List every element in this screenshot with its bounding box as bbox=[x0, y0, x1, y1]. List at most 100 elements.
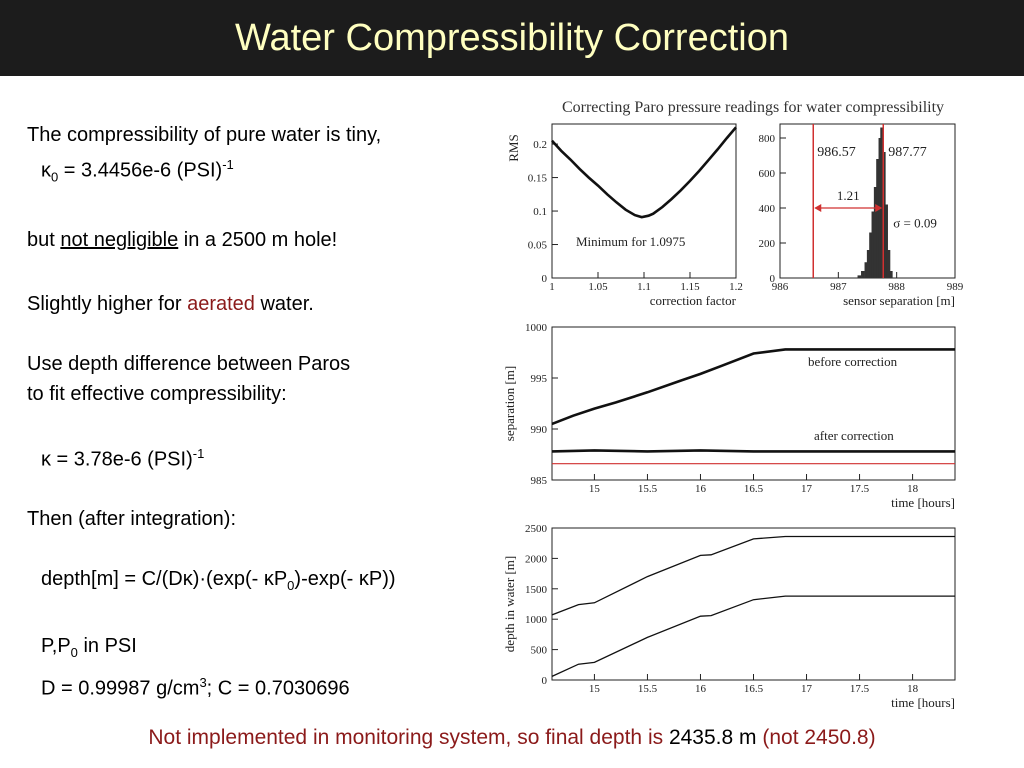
y-tick-label: 990 bbox=[531, 424, 548, 436]
x-axis-label: time [hours] bbox=[891, 495, 955, 510]
plot-frame bbox=[551, 527, 956, 681]
plot-frame bbox=[551, 123, 737, 279]
y-tick-label: 985 bbox=[531, 475, 548, 487]
y-axis-label: separation [m] bbox=[502, 366, 517, 441]
constants-exp: 3 bbox=[199, 675, 207, 691]
x-tick-label: 16.5 bbox=[744, 483, 764, 495]
separation-chart: 15 15.5 16 16.5 17 17.5 18 985 990 995 1000 time [h… bbox=[502, 322, 956, 510]
pp-line: P,P0 in PSI bbox=[27, 631, 497, 668]
arrow-head-right bbox=[875, 204, 883, 212]
text-line-5: Use depth difference between Paros bbox=[27, 352, 351, 375]
after-correction-line bbox=[551, 449, 955, 453]
footer-note: Not implemented in monitoring system, so… bbox=[0, 726, 1024, 750]
line4-part-a: Slightly higher for bbox=[27, 292, 188, 315]
x-tick-label: 15 bbox=[589, 683, 601, 695]
histogram-bar bbox=[857, 275, 862, 278]
slide-title: Water Compressibility Correction bbox=[235, 17, 789, 59]
pp-part-a: P,P bbox=[41, 635, 71, 658]
depth-formula-sub: 0 bbox=[287, 578, 295, 594]
depth-line-1 bbox=[551, 535, 955, 616]
y-axis-label: depth in water [m] bbox=[502, 556, 517, 652]
arrow-head-left bbox=[814, 204, 822, 212]
line4-red-word: aerated bbox=[187, 292, 255, 315]
text-line-6: to fit effective compressibility: bbox=[27, 382, 287, 405]
histogram-bar bbox=[861, 271, 865, 278]
constants-b: ; C = 0.7030696 bbox=[206, 677, 350, 700]
histogram-bar bbox=[886, 250, 891, 278]
histogram-bar bbox=[864, 262, 869, 278]
rms-chart: 1 1.05 1.1 1.15 1.2 0 0.05 0.1 0.15 0.2 correction… bbox=[506, 123, 743, 308]
line3-underlined: not negligible bbox=[60, 228, 179, 251]
arrow-label: 1.21 bbox=[837, 188, 860, 203]
x-tick-label: 17 bbox=[801, 683, 813, 695]
y-tick-label: 0 bbox=[542, 675, 548, 687]
text-block: The compressibility of pure water is tin… bbox=[27, 120, 497, 704]
text-line-4: Slightly higher for aerated water. bbox=[27, 289, 497, 319]
x-tick-label: 1.15 bbox=[680, 281, 700, 293]
x-tick-label: 986 bbox=[772, 281, 789, 293]
before-correction-label: before correction bbox=[808, 354, 898, 369]
footer-value: 2435.8 m bbox=[668, 726, 757, 749]
right-line-label: 987.77 bbox=[888, 145, 927, 160]
y-tick-label: 1000 bbox=[525, 322, 548, 334]
kappa-exponent: -1 bbox=[192, 445, 205, 461]
x-tick-label: 1 bbox=[549, 281, 555, 293]
x-tick-label: 17.5 bbox=[850, 483, 870, 495]
y-tick-label: 500 bbox=[531, 645, 548, 657]
x-tick-label: 17 bbox=[801, 483, 813, 495]
depth-formula-a: depth[m] = C/(Dκ)·(exp(- κP bbox=[41, 568, 288, 591]
pp-sub: 0 bbox=[70, 645, 78, 661]
figure-title: Correcting Paro pressure readings for wa… bbox=[562, 99, 944, 116]
x-tick-label: 15 bbox=[589, 483, 601, 495]
y-tick-label: 0 bbox=[542, 273, 548, 285]
x-tick-label: 987 bbox=[830, 281, 847, 293]
x-tick-label: 18 bbox=[907, 683, 919, 695]
kappa-value: κ = 3.78e-6 (PSI) bbox=[41, 448, 193, 471]
histogram-bar bbox=[871, 211, 876, 278]
sigma-label: σ = 0.09 bbox=[893, 215, 937, 230]
y-tick-label: 2000 bbox=[525, 553, 548, 565]
kappa0-line: κ0 = 3.4456e-6 (PSI)-1 bbox=[27, 150, 497, 193]
x-tick-label: 1.1 bbox=[637, 281, 651, 293]
x-tick-label: 18 bbox=[907, 483, 919, 495]
y-tick-label: 400 bbox=[759, 203, 776, 215]
y-axis-label: RMS bbox=[506, 134, 521, 161]
footer-part-1: Not implemented in monitoring system, so… bbox=[148, 726, 669, 749]
x-tick-label: 988 bbox=[888, 281, 905, 293]
y-tick-label: 2500 bbox=[525, 523, 548, 535]
rms-curve bbox=[551, 126, 737, 219]
x-tick-label: 16 bbox=[695, 683, 707, 695]
y-tick-label: 995 bbox=[531, 373, 548, 385]
footer-part-2: (not 2450.8) bbox=[756, 726, 876, 749]
left-line-label: 986.57 bbox=[817, 145, 856, 160]
histogram-chart: 986 987 988 989 0 200 400 600 800 sensor separati… bbox=[759, 123, 964, 308]
y-tick-label: 0.15 bbox=[528, 173, 548, 185]
x-tick-label: 989 bbox=[947, 281, 964, 293]
x-tick-label: 16.5 bbox=[744, 683, 764, 695]
histogram-bar bbox=[873, 187, 878, 278]
x-axis-label: correction factor bbox=[650, 293, 737, 308]
y-tick-label: 200 bbox=[759, 238, 776, 250]
x-tick-label: 1.05 bbox=[588, 281, 608, 293]
x-axis-label: sensor separation [m] bbox=[843, 293, 955, 308]
depth-chart: 15 15.5 16 16.5 17 17.5 18 0 500 1000 1500 2000 2500… bbox=[502, 523, 956, 710]
x-tick-label: 15.5 bbox=[638, 683, 658, 695]
y-tick-label: 1000 bbox=[525, 614, 548, 626]
y-tick-label: 600 bbox=[759, 168, 776, 180]
histogram-bar bbox=[876, 159, 880, 278]
x-tick-label: 1.2 bbox=[729, 281, 743, 293]
depth-formula-b: )-exp(- κP)) bbox=[294, 568, 396, 591]
histogram-bar bbox=[889, 271, 893, 278]
depth-line-2 bbox=[551, 595, 955, 677]
kappa0-value: = 3.4456e-6 (PSI) bbox=[58, 159, 223, 182]
histogram-bar bbox=[869, 232, 873, 278]
kappa0-exponent: -1 bbox=[222, 157, 234, 172]
y-tick-label: 1500 bbox=[525, 584, 548, 596]
x-tick-label: 17.5 bbox=[850, 683, 870, 695]
x-axis-label: time [hours] bbox=[891, 695, 955, 710]
constants-line: D = 0.99987 g/cm3; C = 0.7030696 bbox=[27, 668, 497, 704]
pp-part-b: in PSI bbox=[77, 635, 137, 658]
kappa0-symbol: κ bbox=[41, 159, 51, 182]
y-tick-label: 0.1 bbox=[533, 206, 547, 218]
